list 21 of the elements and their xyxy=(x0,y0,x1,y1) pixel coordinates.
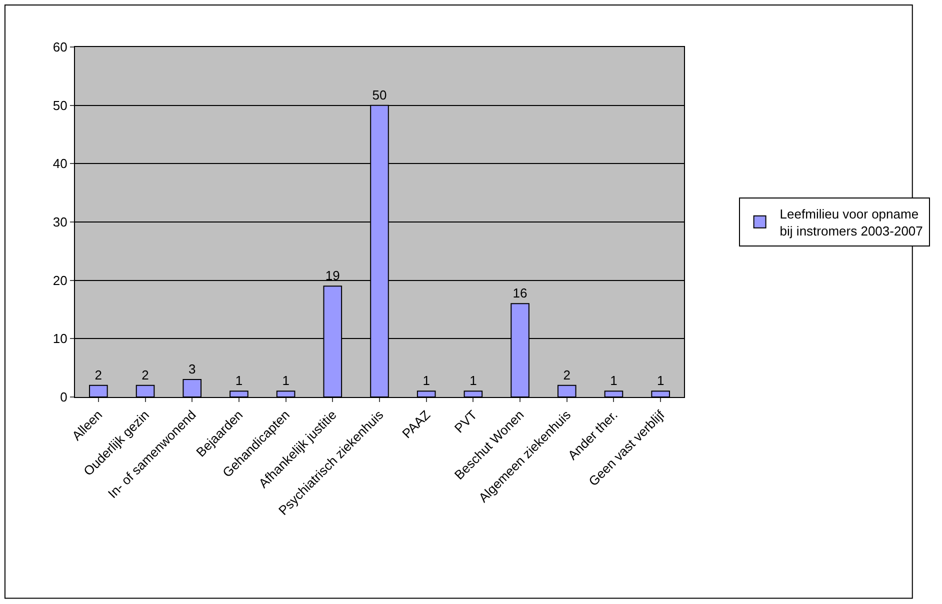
y-tick-label: 30 xyxy=(52,214,68,230)
data-label: 16 xyxy=(512,286,528,301)
data-label: 1 xyxy=(656,373,664,388)
y-tick-label: 10 xyxy=(52,331,68,346)
y-tick-label: 20 xyxy=(52,272,68,288)
data-label: 19 xyxy=(325,268,340,284)
data-label: 50 xyxy=(372,87,387,102)
data-label: 2 xyxy=(563,367,570,382)
y-tick-label: 50 xyxy=(52,98,68,113)
data-label: 1 xyxy=(610,373,618,388)
data-label: 1 xyxy=(282,373,290,388)
data-label: 2 xyxy=(142,367,149,382)
y-tick-label: 40 xyxy=(52,156,68,172)
y-tick-label: 60 xyxy=(52,40,68,55)
data-label: 3 xyxy=(188,362,196,376)
y-tick-label: 0 xyxy=(60,390,68,405)
legend-label: Leefmilieu voor opname bij instromers 2003-2007 xyxy=(780,206,923,238)
data-label: 1 xyxy=(235,373,243,388)
data-label: 1 xyxy=(470,373,477,388)
data-label: 1 xyxy=(422,373,430,388)
data-label: 2 xyxy=(94,367,102,382)
